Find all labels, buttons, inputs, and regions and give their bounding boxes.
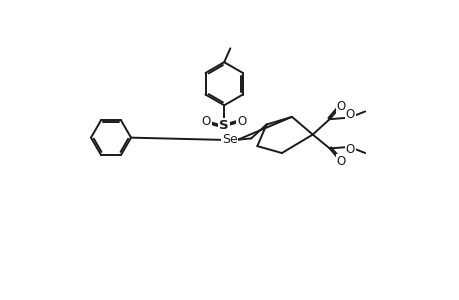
Text: O: O (345, 143, 354, 157)
Text: S: S (219, 119, 229, 132)
Text: O: O (202, 115, 211, 128)
Text: O: O (345, 108, 354, 121)
Text: O: O (237, 115, 246, 128)
Text: O: O (336, 100, 345, 112)
Text: Se: Se (221, 134, 237, 146)
Text: O: O (336, 155, 345, 168)
